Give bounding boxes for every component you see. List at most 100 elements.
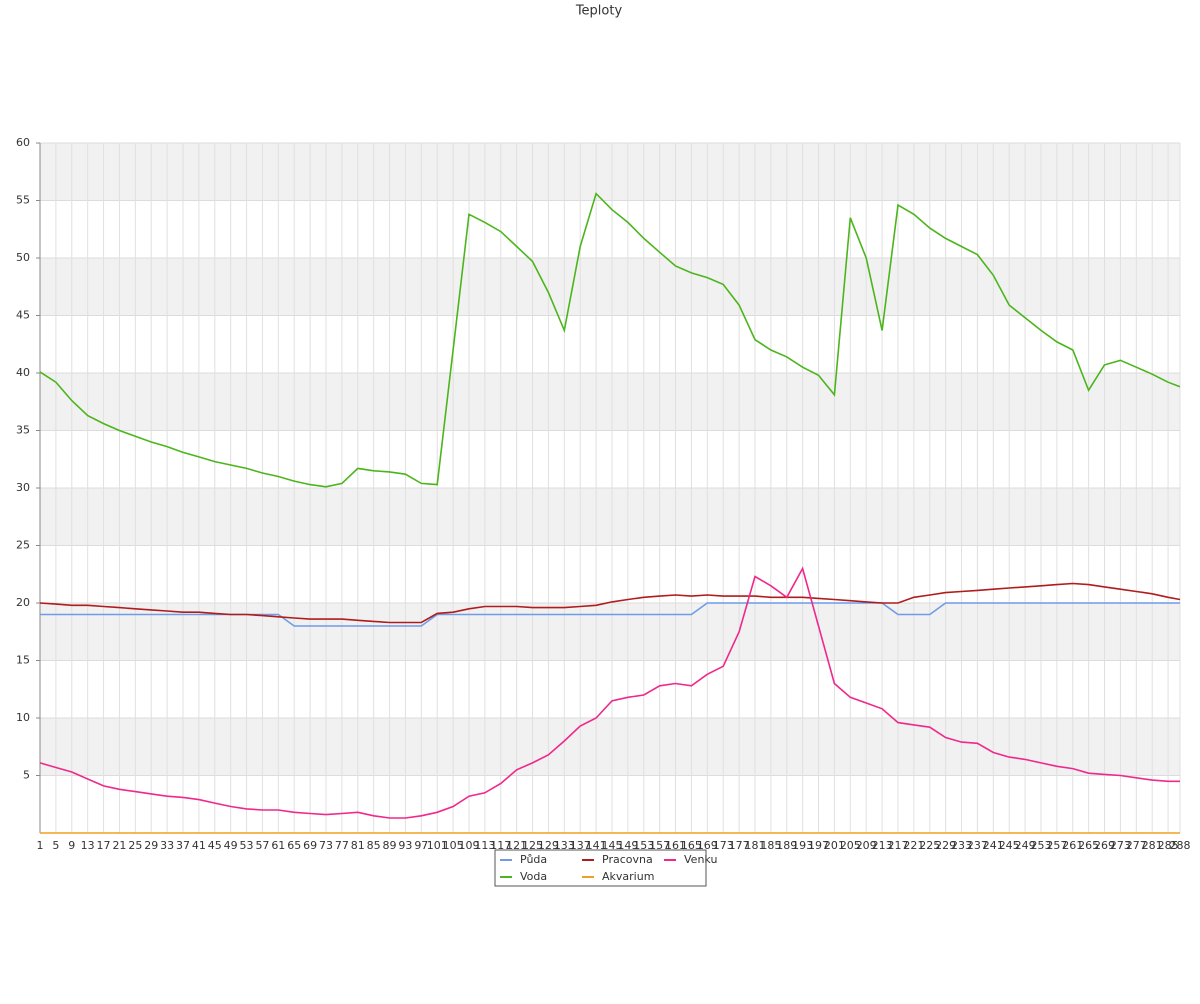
y-tick-label: 30 bbox=[16, 481, 30, 494]
chart-title: Teploty bbox=[575, 4, 623, 19]
x-tick-label: 237 bbox=[967, 839, 988, 852]
x-tick-label: 65 bbox=[287, 839, 301, 852]
x-tick-label: 81 bbox=[351, 839, 365, 852]
grid-band bbox=[40, 143, 1180, 201]
legend-label: Venku bbox=[684, 853, 717, 866]
lines bbox=[39, 192, 1181, 834]
grid-band bbox=[40, 373, 1180, 431]
x-tick-label: 157 bbox=[649, 839, 670, 852]
x-tick-label: 245 bbox=[999, 839, 1020, 852]
x-tick-label: 149 bbox=[617, 839, 638, 852]
x-tick-label: 37 bbox=[176, 839, 190, 852]
x-tick-label: 197 bbox=[808, 839, 829, 852]
legend-label: Půda bbox=[520, 853, 547, 866]
x-tick-label: 205 bbox=[840, 839, 861, 852]
x-tick-label: 21 bbox=[112, 839, 126, 852]
x-tick-label: 209 bbox=[856, 839, 877, 852]
x-tick-label: 97 bbox=[414, 839, 428, 852]
x-tick-label: 145 bbox=[601, 839, 622, 852]
y-tick-label: 20 bbox=[16, 596, 30, 609]
x-tick-label: 101 bbox=[427, 839, 448, 852]
x-tick-label: 49 bbox=[224, 839, 238, 852]
y-tick-label: 15 bbox=[16, 654, 30, 667]
x-tick-label: 257 bbox=[1046, 839, 1067, 852]
x-tick-label: 121 bbox=[506, 839, 527, 852]
x-tick-label: 261 bbox=[1062, 839, 1083, 852]
x-tick-label: 269 bbox=[1094, 839, 1115, 852]
grid-band bbox=[40, 258, 1180, 316]
x-tick-label: 129 bbox=[538, 839, 559, 852]
x-tick-label: 109 bbox=[458, 839, 479, 852]
x-tick-label: 17 bbox=[97, 839, 111, 852]
x-tick-label: 189 bbox=[776, 839, 797, 852]
series-line bbox=[39, 192, 1181, 488]
x-tick-label: 141 bbox=[586, 839, 607, 852]
x-tick-label: 288 bbox=[1170, 839, 1191, 852]
x-tick-label: 241 bbox=[983, 839, 1004, 852]
x-tick-label: 13 bbox=[81, 839, 95, 852]
x-tick-label: 45 bbox=[208, 839, 222, 852]
grid-band bbox=[40, 488, 1180, 546]
x-tick-label: 93 bbox=[398, 839, 412, 852]
x-tick-label: 213 bbox=[872, 839, 893, 852]
x-tick-label: 41 bbox=[192, 839, 206, 852]
x-tick-label: 73 bbox=[319, 839, 333, 852]
x-tick-label: 285 bbox=[1158, 839, 1179, 852]
y-tick-label: 45 bbox=[16, 309, 30, 322]
x-tick-label: 89 bbox=[383, 839, 397, 852]
x-tick-label: 5 bbox=[52, 839, 59, 852]
x-tick-label: 273 bbox=[1110, 839, 1131, 852]
y-tick-label: 60 bbox=[16, 136, 30, 149]
legend-label: Akvarium bbox=[602, 870, 654, 883]
x-tick-label: 153 bbox=[633, 839, 654, 852]
x-tick-label: 9 bbox=[68, 839, 75, 852]
x-tick-label: 253 bbox=[1030, 839, 1051, 852]
x-tick-label: 117 bbox=[490, 839, 511, 852]
x-tick-label: 161 bbox=[665, 839, 686, 852]
x-tick-label: 217 bbox=[887, 839, 908, 852]
legend-box bbox=[494, 849, 707, 887]
y-tick-label: 5 bbox=[23, 769, 30, 782]
x-tick-label: 165 bbox=[681, 839, 702, 852]
x-tick-label: 177 bbox=[729, 839, 750, 852]
x-tick-label: 53 bbox=[240, 839, 254, 852]
x-tick-label: 25 bbox=[128, 839, 142, 852]
series-line bbox=[39, 566, 1180, 819]
y-tick-label: 50 bbox=[16, 251, 30, 264]
x-tick-label: 249 bbox=[1015, 839, 1036, 852]
x-tick-label: 169 bbox=[697, 839, 718, 852]
x-tick-label: 193 bbox=[792, 839, 813, 852]
y-tick-label: 25 bbox=[16, 539, 30, 552]
x-tick-label: 57 bbox=[255, 839, 269, 852]
x-tick-label: 105 bbox=[443, 839, 464, 852]
legend-label: Voda bbox=[520, 870, 547, 883]
x-tick-label: 61 bbox=[271, 839, 285, 852]
series-line bbox=[39, 582, 1181, 624]
grid-band bbox=[40, 718, 1180, 776]
x-tick-label: 229 bbox=[935, 839, 956, 852]
x-tick-label: 85 bbox=[367, 839, 381, 852]
x-tick-label: 221 bbox=[903, 839, 924, 852]
grid-band bbox=[40, 603, 1180, 661]
x-tick-label: 173 bbox=[713, 839, 734, 852]
y-tick-label: 55 bbox=[16, 194, 30, 207]
x-tick-label: 225 bbox=[919, 839, 940, 852]
y-tick-label: 10 bbox=[16, 711, 30, 724]
x-tick-label: 137 bbox=[570, 839, 591, 852]
x-tick-label: 277 bbox=[1126, 839, 1147, 852]
grid bbox=[36, 142, 1181, 834]
x-tick-label: 201 bbox=[824, 839, 845, 852]
x-tick-label: 113 bbox=[474, 839, 495, 852]
legend-label: Pracovna bbox=[602, 853, 653, 866]
x-tick-label: 29 bbox=[144, 839, 158, 852]
x-tick-label: 125 bbox=[522, 839, 543, 852]
x-tick-label: 185 bbox=[760, 839, 781, 852]
x-tick-label: 69 bbox=[303, 839, 317, 852]
x-tick-label: 265 bbox=[1078, 839, 1099, 852]
x-tick-label: 281 bbox=[1142, 839, 1163, 852]
y-tick-label: 35 bbox=[16, 424, 30, 437]
x-tick-label: 181 bbox=[744, 839, 765, 852]
x-tick-label: 1 bbox=[37, 839, 44, 852]
